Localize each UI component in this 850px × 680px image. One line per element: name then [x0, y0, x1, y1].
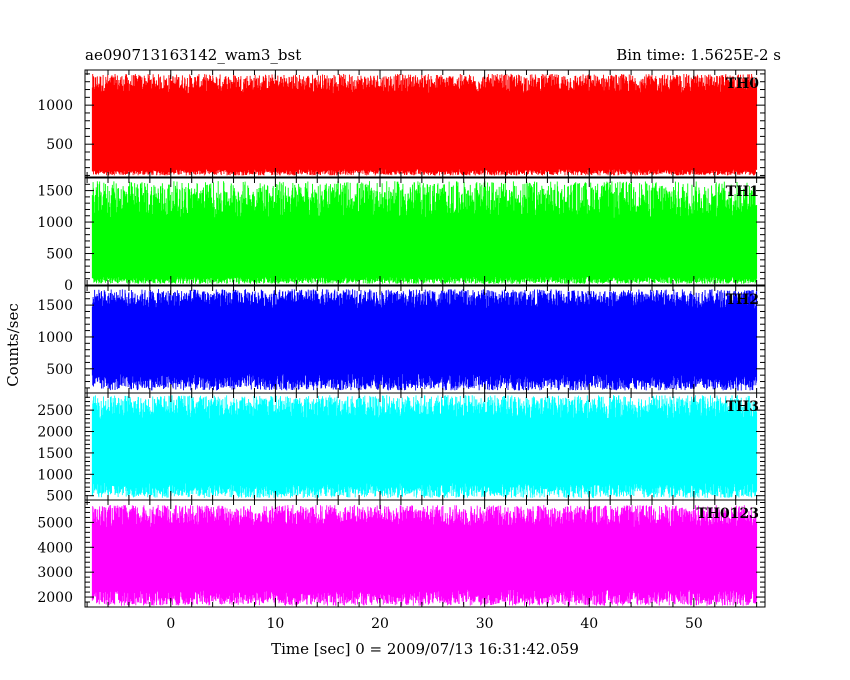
panel-label-th1: TH1 — [726, 184, 759, 200]
y-tick-label: 1000 — [37, 215, 73, 231]
panel-th1: 0 500 1000 1500 TH1 — [37, 177, 766, 294]
panel-label-th0: TH0 — [726, 76, 760, 92]
panel-th2: 500 1000 1500 TH2 — [37, 285, 766, 394]
chart-title-right: Bin time: 1.5625E-2 s — [616, 46, 781, 64]
panel-frame — [84, 499, 766, 608]
y-tick-label: 1000 — [37, 467, 73, 483]
chart-title-left: ae090713163142_wam3_bst — [85, 46, 301, 64]
y-tick-label: 500 — [46, 247, 73, 263]
y-tick-label: 1000 — [37, 330, 73, 346]
x-tick-label: 50 — [685, 616, 703, 632]
panel-label-th2: TH2 — [726, 292, 759, 308]
x-tick-label: 20 — [371, 616, 389, 632]
series-th0 — [91, 73, 758, 176]
y-tick-label: 500 — [46, 137, 73, 153]
series-th1 — [91, 181, 758, 284]
y-tick-label: 1500 — [37, 184, 73, 200]
x-axis-label: Time [sec] 0 = 2009/07/13 16:31:42.059 — [271, 640, 579, 658]
panel-frame — [84, 177, 766, 286]
x-tick-label: 30 — [476, 616, 494, 632]
panel-label-th0123: TH0123 — [696, 506, 759, 522]
y-tick-label: 3000 — [37, 565, 73, 581]
series-th2 — [91, 289, 758, 391]
x-tick-label: 10 — [266, 616, 284, 632]
x-tick-label: 0 — [166, 616, 175, 632]
y-tick-label: 0 — [64, 278, 73, 294]
series-th0123 — [91, 504, 758, 606]
panel-label-th3: TH3 — [726, 399, 759, 415]
y-tick-label: 1500 — [37, 298, 73, 314]
series-th3 — [91, 395, 758, 498]
y-axis-label: Counts/sec — [4, 303, 22, 387]
y-tick-label: 500 — [46, 489, 73, 505]
x-tick-label: 40 — [580, 616, 598, 632]
y-tick-label: 2000 — [37, 425, 73, 441]
y-tick-label: 500 — [46, 362, 73, 378]
y-tick-label: 2000 — [37, 590, 73, 606]
panel-th0123: 2000 3000 4000 5000 TH0123 — [37, 499, 766, 608]
panel-th0: 500 1000 TH0 — [37, 69, 766, 178]
y-tick-label: 4000 — [37, 540, 73, 556]
y-tick-label: 5000 — [37, 515, 73, 531]
panel-th3: 500 1000 1500 2000 2500 TH3 — [37, 392, 766, 505]
panel-frame — [84, 69, 766, 178]
y-tick-label: 2500 — [37, 403, 73, 419]
y-tick-label: 1500 — [37, 446, 73, 462]
y-tick-label: 1000 — [37, 98, 73, 114]
